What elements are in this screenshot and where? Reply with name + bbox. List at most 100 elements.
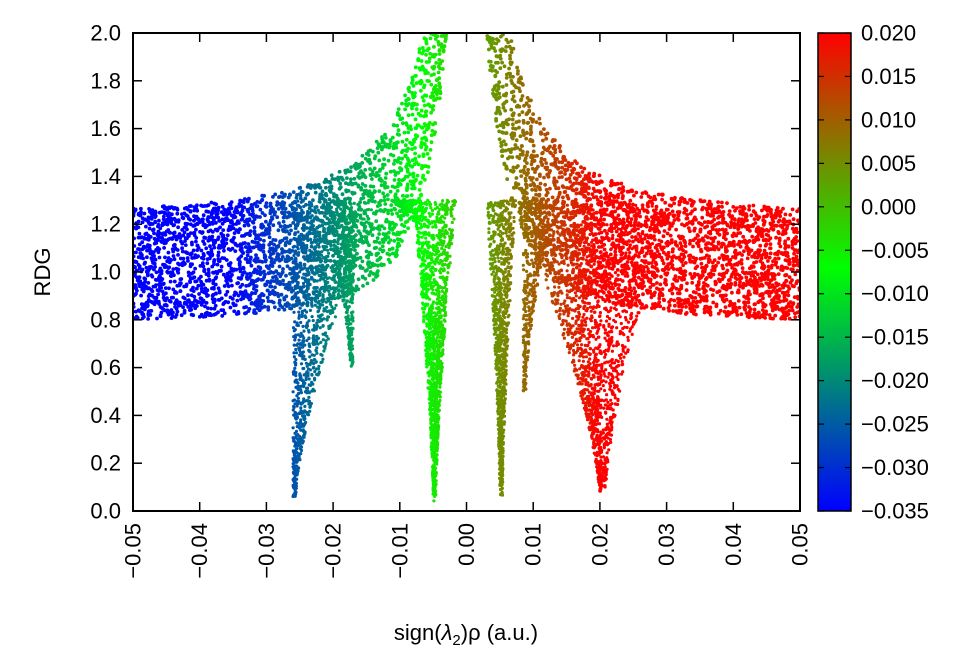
- data-point: [406, 226, 410, 231]
- data-point: [204, 246, 209, 251]
- data-point: [779, 210, 783, 214]
- data-point: [417, 47, 422, 51]
- data-point: [792, 284, 796, 289]
- data-point: [156, 224, 160, 229]
- data-point: [224, 278, 229, 283]
- data-point: [695, 264, 700, 269]
- data-point: [552, 176, 557, 181]
- data-point: [273, 192, 278, 197]
- data-point: [777, 307, 782, 312]
- data-point: [534, 166, 539, 171]
- data-point: [514, 138, 519, 143]
- data-point: [174, 312, 179, 317]
- data-point: [194, 286, 199, 291]
- data-point: [701, 199, 705, 204]
- data-point: [390, 135, 395, 140]
- data-point: [756, 225, 760, 230]
- data-point: [773, 313, 778, 318]
- data-point: [240, 234, 244, 238]
- data-point: [411, 171, 416, 176]
- data-point: [589, 204, 593, 209]
- data-point: [237, 227, 242, 231]
- data-point: [207, 256, 212, 261]
- data-point: [775, 252, 780, 257]
- data-point: [710, 211, 715, 216]
- data-point: [495, 89, 499, 93]
- data-point: [774, 261, 778, 265]
- data-point: [682, 254, 687, 259]
- data-point: [770, 217, 775, 222]
- data-point: [682, 210, 686, 215]
- data-point: [412, 94, 417, 99]
- data-point: [427, 121, 432, 125]
- data-point: [712, 265, 717, 270]
- data-point: [257, 244, 262, 249]
- data-point: [275, 200, 280, 205]
- data-point: [650, 273, 655, 278]
- data-point: [757, 315, 762, 320]
- data-point: [682, 200, 687, 205]
- data-point: [547, 233, 552, 238]
- data-point: [332, 274, 337, 279]
- data-point: [542, 175, 546, 180]
- data-point: [662, 229, 667, 233]
- data-point: [375, 270, 380, 275]
- data-point: [248, 229, 253, 234]
- data-point: [232, 210, 237, 214]
- data-point: [512, 131, 517, 136]
- data-point: [146, 215, 151, 220]
- data-point: [754, 213, 759, 218]
- data-point: [617, 204, 622, 209]
- data-point: [727, 260, 732, 265]
- data-point: [340, 192, 345, 197]
- data-point: [213, 303, 218, 308]
- data-point: [214, 221, 218, 225]
- data-point: [620, 251, 625, 256]
- data-point: [180, 246, 185, 251]
- data-point: [736, 251, 740, 256]
- data-point: [366, 159, 370, 164]
- data-point: [405, 194, 410, 198]
- data-point: [395, 132, 400, 137]
- data-point: [504, 76, 509, 80]
- data-point: [673, 274, 678, 279]
- data-point: [229, 220, 233, 225]
- data-point: [766, 233, 771, 238]
- data-point: [657, 252, 662, 257]
- data-point: [311, 198, 315, 203]
- data-point: [740, 266, 745, 270]
- data-point: [506, 122, 510, 127]
- data-point: [206, 210, 211, 214]
- data-point: [336, 178, 341, 183]
- data-point: [556, 186, 561, 191]
- data-point: [702, 281, 706, 285]
- data-point: [550, 195, 555, 200]
- data-point: [790, 239, 795, 244]
- data-point: [225, 289, 230, 294]
- data-point: [423, 113, 428, 118]
- data-point: [405, 213, 410, 217]
- data-point: [727, 278, 731, 283]
- data-point: [613, 246, 618, 251]
- data-point: [766, 277, 770, 282]
- data-point: [428, 36, 433, 41]
- data-point: [597, 173, 602, 178]
- data-point: [502, 64, 507, 69]
- data-point: [521, 83, 525, 87]
- data-point: [661, 306, 666, 311]
- data-point: [295, 193, 299, 197]
- data-point: [366, 253, 371, 258]
- data-point: [580, 170, 585, 174]
- data-point: [152, 231, 156, 236]
- data-point: [230, 246, 235, 251]
- data-point: [560, 165, 564, 170]
- data-point: [573, 213, 578, 218]
- data-point: [405, 174, 410, 179]
- data-point: [427, 156, 432, 161]
- data-point: [165, 269, 170, 274]
- data-point: [720, 263, 725, 268]
- data-point: [640, 246, 645, 251]
- data-point: [563, 172, 567, 176]
- data-point: [332, 192, 336, 196]
